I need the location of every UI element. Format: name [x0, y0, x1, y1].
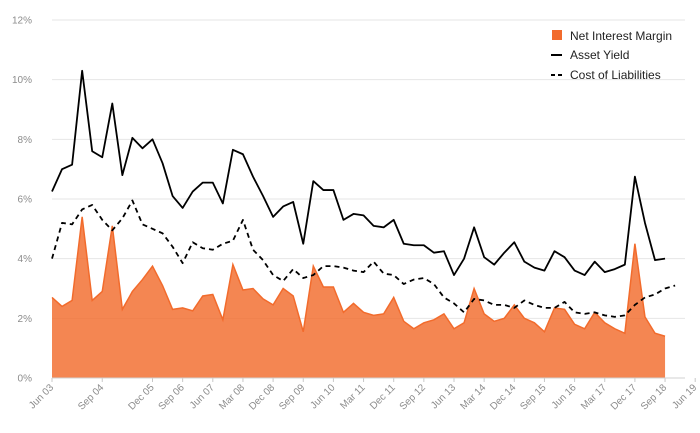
x-tick-label: Dec 08	[247, 382, 277, 412]
x-tick-label: Sep 06	[157, 382, 187, 412]
x-tick-label: Sep 12	[398, 382, 428, 412]
x-tick-label: Sep 18	[639, 382, 669, 412]
y-tick-label: 2%	[18, 314, 33, 325]
x-tick-label: Mar 08	[217, 382, 247, 412]
legend-label-asset-yield: Asset Yield	[570, 48, 629, 62]
y-tick-label: 12%	[12, 16, 32, 27]
series-edge-net-interest-margin	[51, 216, 666, 337]
x-tick-label: Dec 11	[368, 382, 398, 412]
y-tick-label: 4%	[18, 254, 33, 265]
x-tick-label: Jun 13	[429, 382, 458, 411]
plot-area	[51, 69, 685, 379]
y-tick-label: 8%	[18, 135, 33, 146]
x-tick-label: Jun 19	[670, 382, 699, 411]
x-tick-label: Mar 11	[338, 382, 368, 412]
series-line-cost-of-liabilities	[51, 199, 676, 318]
x-tick-label: Mar 17	[579, 382, 609, 412]
y-tick-label: 10%	[12, 75, 32, 86]
x-tick-label: Jun 10	[309, 382, 338, 411]
x-tick-label: Mar 14	[458, 382, 488, 412]
series-area-net-interest-margin	[52, 216, 666, 378]
legend-label-cost-of-liabilities: Cost of Liabilities	[570, 68, 661, 82]
x-axis: Jun 03 Sep 04 Dec 05 Sep 06 Jun 07 Mar 08 Dec …	[27, 378, 700, 413]
series-line-asset-yield	[51, 69, 666, 276]
x-tick-label: Jun 16	[550, 382, 579, 411]
x-tick-label: Dec 05	[126, 382, 156, 412]
x-tick-label: Sep 15	[518, 382, 548, 412]
y-axis: 0% 2% 4% 6% 8% 10% 12%	[12, 16, 32, 385]
legend-swatch-net-interest-margin	[552, 30, 562, 40]
x-tick-label: Sep 09	[277, 382, 307, 412]
x-tick-label: Jun 03	[27, 382, 56, 411]
legend: Net Interest Margin Asset Yield Cost of …	[551, 29, 672, 82]
x-tick-label: Jun 07	[188, 382, 217, 411]
legend-label-net-interest-margin: Net Interest Margin	[570, 29, 672, 43]
y-tick-label: 6%	[18, 195, 33, 206]
y-tick-label: 0%	[18, 374, 33, 385]
x-tick-label: Sep 04	[76, 382, 106, 412]
x-tick-label: Dec 14	[488, 382, 518, 412]
x-tick-label: Dec 17	[609, 382, 639, 412]
